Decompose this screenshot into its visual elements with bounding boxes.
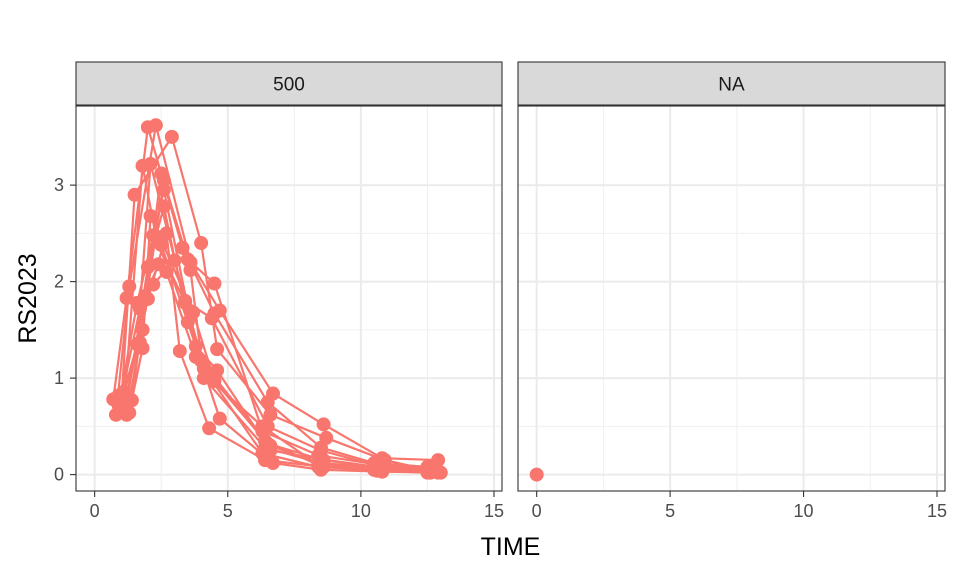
x-tick-label: 0 bbox=[532, 501, 542, 521]
data-point bbox=[146, 277, 161, 292]
panel-border bbox=[517, 105, 946, 492]
data-point bbox=[135, 158, 150, 173]
data-point bbox=[135, 341, 150, 356]
data-point bbox=[263, 438, 278, 453]
data-point bbox=[367, 461, 382, 476]
data-point bbox=[183, 263, 198, 278]
y-tick-label: 1 bbox=[54, 368, 64, 388]
x-tick-label: 15 bbox=[484, 501, 504, 521]
data-point bbox=[156, 182, 171, 197]
data-point bbox=[143, 209, 158, 223]
data-point bbox=[178, 295, 193, 310]
data-point bbox=[316, 417, 331, 432]
data-point bbox=[156, 173, 171, 188]
data-point bbox=[148, 118, 163, 133]
data-point bbox=[212, 411, 227, 426]
x-tick-label: 0 bbox=[90, 501, 100, 521]
y-tick-label: 3 bbox=[54, 175, 64, 195]
data-point bbox=[423, 465, 438, 480]
data-point bbox=[188, 349, 203, 364]
data-point bbox=[188, 339, 203, 354]
data-point bbox=[159, 264, 174, 279]
data-point bbox=[255, 419, 270, 434]
x-tick-label: 10 bbox=[794, 501, 814, 521]
data-point bbox=[202, 421, 217, 436]
data-point bbox=[167, 253, 182, 268]
data-point bbox=[132, 301, 147, 316]
data-point bbox=[140, 260, 155, 275]
facet-strip-label: 500 bbox=[273, 75, 305, 96]
data-point bbox=[180, 252, 195, 267]
data-point bbox=[529, 467, 544, 482]
data-point bbox=[263, 407, 278, 422]
facet-strip-label: NA bbox=[718, 75, 745, 96]
x-axis-title: TIME bbox=[481, 533, 541, 561]
data-point bbox=[175, 240, 190, 255]
panel-1: 500 0 5 10 15 0 1 2 3 bbox=[54, 61, 504, 521]
facet-strip bbox=[75, 61, 503, 106]
data-point bbox=[164, 129, 179, 144]
x-tick-label: 10 bbox=[351, 501, 371, 521]
x-tick-label: 5 bbox=[665, 501, 675, 521]
data-point bbox=[194, 236, 209, 251]
data-point bbox=[119, 390, 134, 405]
data-point bbox=[210, 363, 225, 378]
x-tick-label: 15 bbox=[927, 501, 947, 521]
data-point bbox=[207, 276, 222, 291]
panel-2: NA 0 5 10 15 bbox=[517, 61, 947, 521]
data-point bbox=[266, 386, 281, 401]
data-point bbox=[266, 456, 281, 471]
data-point bbox=[119, 291, 134, 306]
facet-strip bbox=[517, 61, 946, 106]
data-point bbox=[138, 289, 153, 304]
plot-background bbox=[518, 106, 945, 491]
y-tick-label: 2 bbox=[54, 272, 64, 292]
data-point bbox=[122, 279, 137, 294]
y-tick-label: 0 bbox=[54, 465, 64, 485]
data-point bbox=[156, 199, 171, 214]
data-point bbox=[159, 226, 174, 241]
data-point bbox=[319, 430, 334, 445]
data-point bbox=[180, 315, 195, 330]
data-point bbox=[210, 342, 225, 357]
data-point bbox=[199, 369, 214, 384]
panel-border bbox=[75, 105, 503, 492]
x-tick-label: 5 bbox=[223, 501, 233, 521]
data-point bbox=[204, 311, 219, 326]
data-point bbox=[135, 322, 150, 337]
data-point bbox=[154, 237, 169, 252]
data-point bbox=[172, 344, 187, 359]
data-point bbox=[311, 456, 326, 471]
data-point bbox=[127, 187, 142, 202]
y-axis-title: RS2023 bbox=[14, 253, 42, 343]
